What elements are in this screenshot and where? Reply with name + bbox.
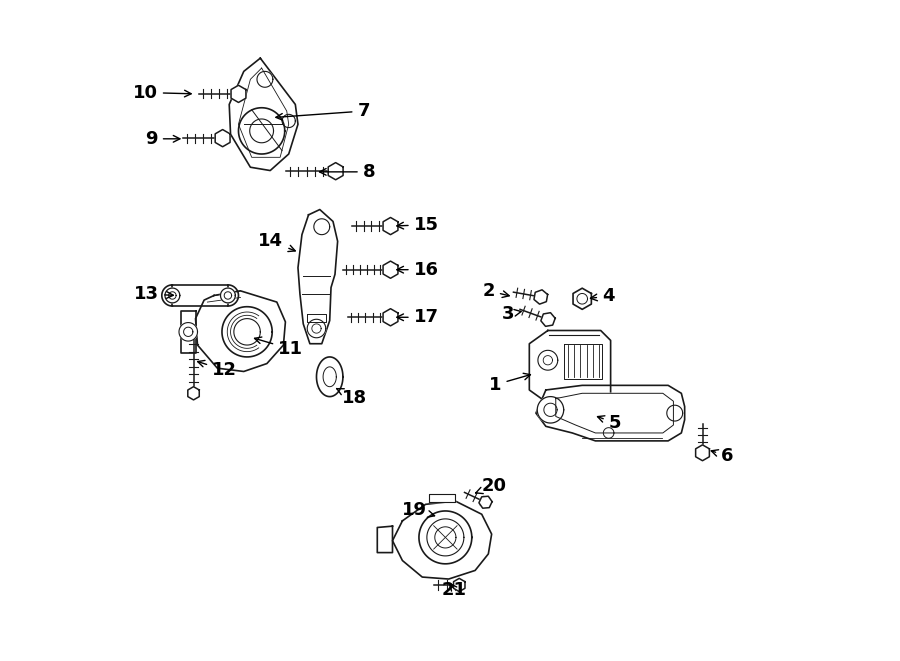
Text: 14: 14 xyxy=(258,232,295,252)
Polygon shape xyxy=(328,163,343,180)
Text: 9: 9 xyxy=(145,130,180,148)
Polygon shape xyxy=(435,527,456,548)
Polygon shape xyxy=(231,85,246,102)
Polygon shape xyxy=(428,494,455,502)
Polygon shape xyxy=(667,405,683,421)
Polygon shape xyxy=(573,288,591,309)
Polygon shape xyxy=(529,330,610,403)
Polygon shape xyxy=(165,288,180,303)
Text: 11: 11 xyxy=(255,337,303,358)
Polygon shape xyxy=(537,397,563,423)
Text: 3: 3 xyxy=(502,305,521,323)
Polygon shape xyxy=(419,511,472,564)
Polygon shape xyxy=(479,496,492,508)
Polygon shape xyxy=(307,319,326,338)
Polygon shape xyxy=(222,307,272,357)
Polygon shape xyxy=(392,501,491,579)
Polygon shape xyxy=(538,350,558,370)
Text: 4: 4 xyxy=(590,287,615,305)
Polygon shape xyxy=(228,285,238,306)
Polygon shape xyxy=(377,526,392,553)
Text: 19: 19 xyxy=(402,501,435,520)
Polygon shape xyxy=(184,327,193,336)
Polygon shape xyxy=(215,130,230,147)
Polygon shape xyxy=(179,323,197,341)
Polygon shape xyxy=(536,385,685,441)
Polygon shape xyxy=(383,217,398,235)
Polygon shape xyxy=(603,428,614,438)
Polygon shape xyxy=(577,293,588,304)
Polygon shape xyxy=(696,445,709,461)
Polygon shape xyxy=(556,393,673,433)
Polygon shape xyxy=(188,387,199,400)
Text: 5: 5 xyxy=(598,414,621,432)
Polygon shape xyxy=(312,324,321,333)
Text: 2: 2 xyxy=(482,282,509,300)
Polygon shape xyxy=(249,119,274,143)
Text: 10: 10 xyxy=(133,83,191,102)
Polygon shape xyxy=(454,578,465,592)
Text: 12: 12 xyxy=(198,360,237,379)
Polygon shape xyxy=(544,403,557,416)
Polygon shape xyxy=(234,319,260,345)
Polygon shape xyxy=(238,108,284,154)
Text: 7: 7 xyxy=(276,102,370,120)
Polygon shape xyxy=(224,292,231,299)
Text: 8: 8 xyxy=(320,163,375,181)
Polygon shape xyxy=(564,344,602,379)
Polygon shape xyxy=(181,311,195,353)
Polygon shape xyxy=(427,519,464,556)
Polygon shape xyxy=(541,313,555,327)
Text: 6: 6 xyxy=(711,447,733,465)
Text: 18: 18 xyxy=(337,389,367,407)
Polygon shape xyxy=(257,71,273,87)
Text: 20: 20 xyxy=(476,477,507,495)
Polygon shape xyxy=(307,314,326,322)
Text: 1: 1 xyxy=(489,373,530,394)
Text: 15: 15 xyxy=(397,215,438,234)
Polygon shape xyxy=(544,356,553,365)
Polygon shape xyxy=(173,285,228,306)
Polygon shape xyxy=(383,261,398,278)
Polygon shape xyxy=(195,291,285,371)
Polygon shape xyxy=(317,357,343,397)
Polygon shape xyxy=(168,292,176,299)
Text: 16: 16 xyxy=(397,260,438,279)
Polygon shape xyxy=(298,210,338,344)
Polygon shape xyxy=(282,114,295,128)
Text: 17: 17 xyxy=(397,308,438,327)
Polygon shape xyxy=(220,288,235,303)
Text: 21: 21 xyxy=(442,580,467,599)
Polygon shape xyxy=(383,309,398,326)
Text: 13: 13 xyxy=(134,285,174,303)
Polygon shape xyxy=(162,285,173,306)
Polygon shape xyxy=(534,290,547,304)
Polygon shape xyxy=(230,58,298,171)
Polygon shape xyxy=(314,219,329,235)
